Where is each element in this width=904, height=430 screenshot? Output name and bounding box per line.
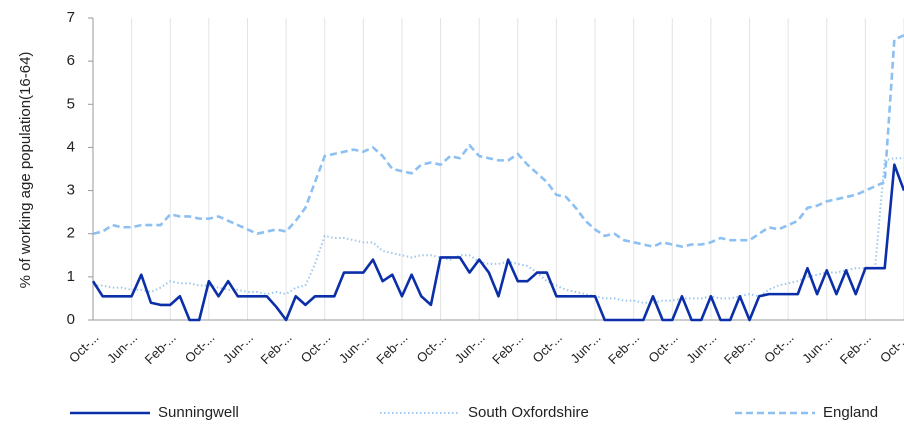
x-tick-label: Feb-...	[721, 330, 758, 367]
x-tick-label: Oct-...	[877, 330, 904, 366]
x-tick-label: Oct-...	[645, 330, 681, 366]
x-tick-label: Oct-...	[298, 330, 334, 366]
x-tick-label: Feb-...	[837, 330, 874, 367]
x-tick-label: Oct-...	[529, 330, 565, 366]
legend-label: England	[823, 404, 878, 421]
y-tick-label: 3	[67, 182, 75, 199]
legend-label: South Oxfordshire	[468, 404, 589, 421]
y-tick-label: 1	[67, 268, 75, 285]
y-tick-label: 6	[67, 52, 75, 69]
series-line	[93, 157, 904, 304]
x-tick-label: Jun-...	[220, 330, 256, 366]
x-tick-label: Jun-...	[683, 330, 719, 366]
x-tick-label: Oct-...	[761, 330, 797, 366]
series-line	[91, 163, 904, 322]
x-tick-label: Oct-...	[182, 330, 218, 366]
y-tick-label: 4	[67, 138, 75, 155]
x-tick-label: Feb-...	[605, 330, 642, 367]
y-tick-label: 0	[67, 311, 75, 328]
legend-label: Sunningwell	[158, 404, 239, 421]
x-tick-label: Jun-...	[452, 330, 488, 366]
y-tick-label: 5	[67, 95, 75, 112]
x-tick-label: Feb-...	[257, 330, 294, 367]
y-axis-label: % of working age population(16-64)	[17, 52, 34, 289]
x-tick-label: Jun-...	[336, 330, 372, 366]
x-tick-label: Feb-...	[489, 330, 526, 367]
y-tick-label: 2	[67, 225, 75, 242]
x-tick-label: Jun-...	[104, 330, 140, 366]
x-tick-label: Feb-...	[373, 330, 410, 367]
x-tick-label: Jun-...	[567, 330, 603, 366]
x-tick-label: Oct-...	[66, 330, 102, 366]
series-line	[92, 34, 904, 248]
x-tick-label: Jun-...	[799, 330, 835, 366]
x-tick-label: Feb-...	[142, 330, 179, 367]
y-tick-label: 7	[67, 9, 75, 26]
x-tick-label: Oct-...	[413, 330, 449, 366]
